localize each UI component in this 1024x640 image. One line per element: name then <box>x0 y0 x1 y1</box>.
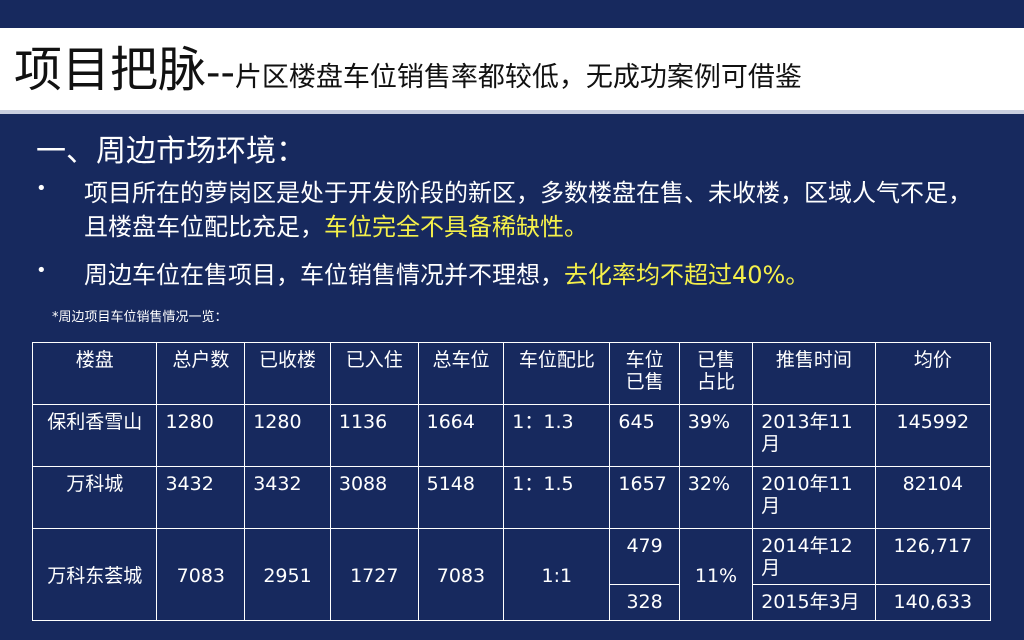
header-cell: 已入住 <box>329 342 419 405</box>
table-cell: 保利香雪山 <box>31 404 158 467</box>
table-cell: 645 <box>609 404 680 467</box>
bullet-icon: • <box>36 178 47 199</box>
header-cell: 车位配比 <box>503 342 611 405</box>
header-cell: 总户数 <box>156 342 246 405</box>
header-cell: 均价 <box>874 342 992 405</box>
header-cell: 已收楼 <box>244 342 331 405</box>
title-separator: -- <box>206 50 235 96</box>
table-cell: 1：1.5 <box>503 466 611 529</box>
table-cell: 2013年11月 <box>752 404 876 467</box>
table-row: 万科东荟城 7083 2951 1727 7083 1:1 479 11% 20… <box>31 528 992 621</box>
table-note: *周边项目车位销售情况一览： <box>52 310 228 325</box>
bullet-1-text: 项目所在的萝岗区是处于开发阶段的新区，多数楼盘在售、未收楼，区域人气不足，且楼盘… <box>84 179 972 241</box>
table-cell: 126,717 <box>874 528 992 585</box>
table-cell: 39% <box>678 404 754 467</box>
bullet-text-2: 周边车位在售项目，车位销售情况并不理想，去化率均不超过40%。 <box>84 258 984 292</box>
table-cell: 1280 <box>156 404 246 467</box>
title-divider <box>0 110 1024 114</box>
table-header-row: 楼盘 总户数 已收楼 已入住 总车位 车位配比 车位已售 已售占比 推售时间 均… <box>31 342 992 405</box>
table-cell: 1280 <box>244 404 331 467</box>
header-cell: 已售占比 <box>678 342 754 405</box>
table-cell: 万科东荟城 <box>31 528 158 621</box>
table-cell: 140,633 <box>874 584 992 621</box>
table-cell: 82104 <box>874 466 992 529</box>
table-cell: 145992 <box>874 404 992 467</box>
section-heading: 一、周边市场环境： <box>36 134 306 169</box>
table-row: 万科城 3432 3432 3088 5148 1：1.5 1657 32% 2… <box>31 466 992 529</box>
header-cell: 车位已售 <box>609 342 680 405</box>
table-cell: 3432 <box>244 466 331 529</box>
header-cell: 总车位 <box>417 342 505 405</box>
header-cell: 楼盘 <box>31 342 158 405</box>
table-cell: 2015年3月 <box>752 584 876 621</box>
top-band <box>0 0 1024 28</box>
title-bar <box>0 28 1024 110</box>
table-cell: 3088 <box>329 466 419 529</box>
table-cell: 5148 <box>417 466 505 529</box>
bullet-1-highlight: 车位完全不具备稀缺性。 <box>324 213 588 241</box>
title-main: 项目把脉 <box>14 42 207 98</box>
table-cell: 1：1.3 <box>503 404 611 467</box>
table-cell: 328 <box>609 584 680 621</box>
table-cell: 1727 <box>329 528 419 621</box>
slide-title: 项目把脉 -- 片区楼盘车位销售率都较低，无成功案例可借鉴 <box>14 30 802 110</box>
table-cell: 7083 <box>156 528 246 621</box>
table-cell: 479 <box>609 528 680 585</box>
table-cell: 1:1 <box>503 528 611 621</box>
table-row: 328 2015年3月 140,633 <box>33 584 992 621</box>
table-cell: 7083 <box>417 528 505 621</box>
table-cell: 2014年12月 <box>752 528 876 585</box>
table-cell: 1136 <box>329 404 419 467</box>
bullet-text-1: 项目所在的萝岗区是处于开发阶段的新区，多数楼盘在售、未收楼，区域人气不足，且楼盘… <box>84 176 984 244</box>
bullet-icon: • <box>36 260 47 281</box>
bullet-2-highlight: 去化率均不超过40%。 <box>564 261 810 289</box>
table-cell: 1657 <box>609 466 680 529</box>
table-cell: 2951 <box>244 528 331 621</box>
parking-sales-table: 楼盘 总户数 已收楼 已入住 总车位 车位配比 车位已售 已售占比 推售时间 均… <box>31 342 992 621</box>
table-cell: 万科城 <box>31 466 158 529</box>
header-cell: 推售时间 <box>752 342 876 405</box>
table-cell: 1664 <box>417 404 505 467</box>
table-row: 保利香雪山 1280 1280 1136 1664 1：1.3 645 39% … <box>31 404 992 467</box>
table-cell: 11% <box>678 528 754 621</box>
table-cell: 32% <box>678 466 754 529</box>
table-cell: 3432 <box>156 466 246 529</box>
bullet-2-text: 周边车位在售项目，车位销售情况并不理想， <box>84 261 564 289</box>
table-cell: 2010年11月 <box>752 466 876 529</box>
title-subtitle: 片区楼盘车位销售率都较低，无成功案例可借鉴 <box>234 62 802 93</box>
